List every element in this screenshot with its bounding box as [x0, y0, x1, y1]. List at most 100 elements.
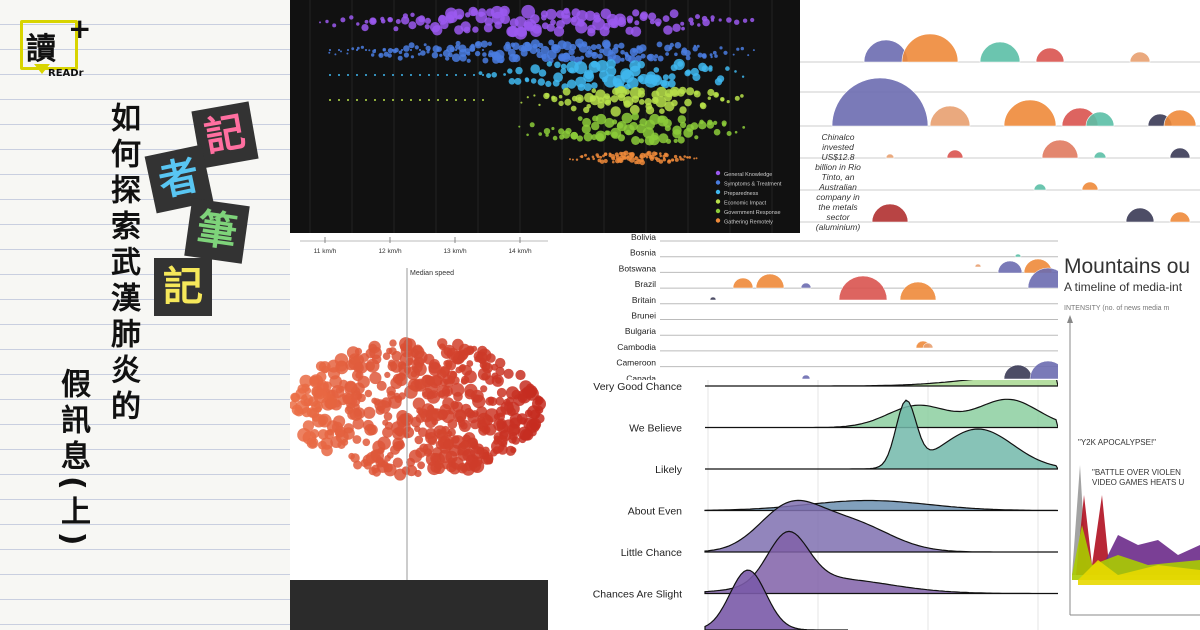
bubble — [649, 113, 661, 125]
bubble — [551, 126, 555, 131]
speed-dot — [365, 361, 375, 371]
bubble — [583, 106, 590, 114]
speed-dot — [442, 461, 451, 470]
bubble — [638, 99, 645, 105]
bubble — [623, 156, 627, 160]
bubble — [695, 14, 700, 20]
mountains-annotation-2a: "BATTLE OVER VIOLEN — [1092, 468, 1181, 477]
bubble — [545, 133, 549, 137]
trail-dot — [347, 49, 349, 51]
bubble — [340, 17, 346, 23]
bubble — [546, 23, 555, 32]
bubble — [464, 48, 471, 54]
bubble — [640, 53, 646, 59]
speed-dot — [417, 461, 425, 470]
legend-label: General Knowledge — [724, 172, 772, 178]
country-label: Cameroon — [616, 358, 656, 368]
speed-dot — [439, 404, 452, 416]
speed-dot — [511, 436, 520, 445]
bubble — [576, 10, 588, 22]
speed-dot — [370, 450, 379, 458]
bubble — [701, 65, 709, 73]
bubble — [576, 135, 583, 142]
bubble — [553, 26, 565, 37]
bubble — [673, 154, 678, 159]
mountain-shape — [1078, 560, 1200, 585]
country-arc — [801, 374, 811, 380]
bubble — [577, 116, 583, 121]
speed-dot — [495, 406, 507, 417]
speed-dot — [424, 432, 432, 440]
bubble — [632, 48, 637, 53]
speed-dot — [319, 415, 329, 425]
bubble — [649, 19, 655, 25]
speed-dot — [510, 447, 517, 454]
country-label: Botswana — [619, 263, 657, 273]
bubble — [686, 156, 689, 159]
bubble — [618, 42, 625, 49]
speed-dot — [384, 371, 391, 378]
bubble — [658, 159, 664, 164]
speed-dot — [459, 364, 466, 371]
bubble — [570, 131, 579, 140]
bubble — [695, 157, 698, 160]
speed-dot — [396, 372, 406, 382]
speed-dot — [399, 337, 413, 351]
bubble — [662, 158, 666, 162]
speed-dot — [464, 389, 475, 400]
readr-logo[interactable]: 讀 + READr — [20, 12, 91, 79]
bubble — [674, 157, 679, 162]
bubble — [674, 42, 682, 49]
bubble — [662, 15, 670, 22]
trail-dot — [383, 49, 385, 51]
arc-shape — [1169, 211, 1191, 223]
trail-dot — [356, 74, 358, 76]
bubble — [605, 130, 611, 136]
trail-dot — [338, 99, 340, 101]
country-label: Brazil — [635, 279, 656, 289]
bubble — [423, 43, 427, 47]
speed-dot — [352, 435, 362, 444]
logo-plus: + — [68, 12, 92, 45]
bubble — [560, 68, 567, 74]
bubble — [702, 18, 710, 27]
bubble — [451, 53, 461, 62]
speed-dot — [463, 432, 476, 444]
bubble — [548, 39, 555, 46]
bubble — [734, 95, 740, 101]
bubble — [408, 21, 417, 30]
bubble — [736, 47, 740, 51]
annotation-line: Tinto, an — [822, 172, 855, 182]
speed-dot — [375, 456, 383, 464]
bubble — [665, 138, 672, 144]
arc-shape — [1169, 147, 1191, 159]
country-label: Bosnia — [630, 248, 656, 258]
arc-shape — [929, 105, 971, 127]
bubble — [530, 25, 542, 37]
bubble — [685, 55, 691, 61]
bubble — [474, 50, 481, 57]
trail-dot — [347, 74, 349, 76]
speed-dot — [386, 347, 393, 355]
bubble — [626, 15, 634, 23]
speed-dot — [303, 398, 312, 407]
bubble — [564, 98, 572, 106]
ridge-label: Very Good Chance — [593, 381, 682, 393]
trail-dot — [428, 99, 430, 101]
logo-glyph: 讀 — [26, 32, 56, 67]
trail-dot — [338, 49, 340, 51]
bubble — [645, 103, 653, 110]
bubble — [514, 77, 522, 85]
bubble — [726, 131, 732, 136]
bubble — [583, 132, 593, 142]
speed-dot — [487, 396, 495, 404]
bubble — [688, 17, 694, 23]
bubble — [387, 48, 393, 54]
bubble — [593, 14, 602, 23]
speed-chart-svg: 11 km/h 12 km/h 13 km/h 14 km/h Median spee… — [290, 237, 548, 580]
country-label: Bulgaria — [625, 326, 656, 336]
bubble — [639, 12, 648, 22]
speed-dot — [446, 347, 459, 361]
bubble — [591, 121, 600, 131]
